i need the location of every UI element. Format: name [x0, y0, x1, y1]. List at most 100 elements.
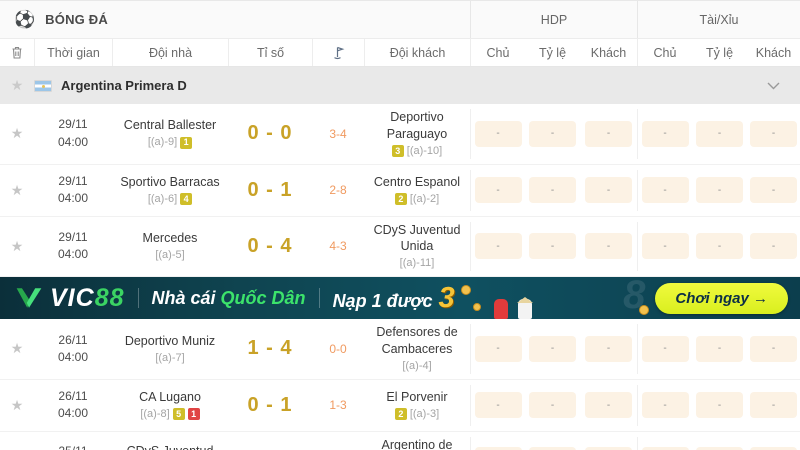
banner-artwork: 8	[455, 277, 652, 320]
odds-value[interactable]: -	[696, 120, 743, 147]
odds-value[interactable]: -	[529, 120, 576, 147]
match-datetime: 29/11 04:00	[57, 117, 89, 149]
yellow-card-badge: 2	[394, 408, 407, 421]
sport-tab-football[interactable]: ⚽ BÓNG ĐÁ	[0, 11, 470, 28]
odds-value[interactable]: -	[474, 392, 522, 419]
odds-value[interactable]: -	[750, 120, 797, 147]
odds-value[interactable]: -	[750, 392, 797, 419]
match-favorite-star-icon[interactable]: ★	[10, 125, 24, 142]
odds-value[interactable]: -	[641, 177, 689, 204]
match-row[interactable]: ★ 26/11 04:00 CA Lugano [(a)-8] 5 1 0 - 1 1…	[0, 379, 800, 432]
yellow-card-badge: 3	[391, 145, 404, 158]
odds-value[interactable]: -	[529, 233, 576, 260]
home-team-notes: [(a)-7]	[114, 351, 226, 366]
odds-value[interactable]: -	[696, 392, 743, 419]
full-time-score: 0 - 1	[247, 178, 293, 201]
ou-odds-cell: -	[692, 170, 747, 211]
odds-value[interactable]: -	[641, 335, 689, 362]
full-time-score: 0 - 0	[247, 122, 293, 145]
odds-value[interactable]: -	[641, 447, 689, 450]
delete-all-icon[interactable]	[0, 39, 34, 66]
odds-value[interactable]: -	[474, 335, 522, 362]
odds-value[interactable]: -	[529, 335, 576, 362]
odds-value[interactable]: -	[585, 177, 632, 204]
match-datetime: 26/11 04:00	[57, 332, 89, 364]
away-team-cell: Argentino de Rosario	[364, 437, 470, 450]
vic88-ad-banner[interactable]: VIC88 Nhà cái Quốc Dân Nạp 1 được 3 8 Chơ…	[0, 277, 800, 320]
odds-value[interactable]: -	[474, 233, 522, 260]
match-datetime: 29/11 04:00	[57, 173, 89, 206]
corner-flag-icon	[312, 39, 364, 66]
match-row[interactable]: ★ 29/11 04:00 Sportivo Barracas [(a)-6] 4 …	[0, 164, 800, 217]
match-favorite-star-icon[interactable]: ★	[10, 340, 24, 357]
odds-value[interactable]: -	[750, 177, 797, 204]
odds-value[interactable]: -	[641, 392, 689, 419]
odds-value[interactable]: -	[641, 120, 689, 147]
odds-value[interactable]: -	[641, 233, 689, 260]
league-favorite-star-icon[interactable]: ★	[10, 77, 24, 93]
hdp-odds-cell: -	[580, 109, 637, 159]
match-row[interactable]: ★ 29/11 04:00 Central Ballester [(a)-9] 1 …	[0, 104, 800, 165]
match-favorite-star-icon[interactable]: ★	[10, 181, 24, 198]
odds-value[interactable]: -	[750, 447, 797, 450]
yellow-card-badge: 5	[172, 408, 185, 421]
match-row[interactable]: ★ 26/11 04:00 Deportivo Muniz [(a)-7] 1 -…	[0, 319, 800, 380]
away-team-notes: [(a)-4]	[366, 359, 468, 374]
home-team-cell: Mercedes [(a)-5]	[112, 230, 228, 263]
vic88-leaf-icon	[16, 288, 42, 308]
play-now-button[interactable]: Chơi ngay →	[655, 282, 788, 314]
odds-value[interactable]: -	[750, 335, 797, 362]
home-team-name: CDyS Juventud Unida	[114, 443, 226, 450]
odds-value[interactable]: -	[585, 335, 632, 362]
odds-value[interactable]: -	[585, 120, 632, 147]
odds-value[interactable]: -	[529, 447, 576, 450]
col-score: Tỉ số	[228, 39, 312, 66]
hdp-odds-cell: -	[525, 109, 580, 159]
odds-value[interactable]: -	[585, 447, 632, 450]
full-time-score: 0 - 4	[228, 449, 312, 450]
coin-icon	[460, 285, 471, 296]
team-rank-note: [(a)-7]	[155, 351, 185, 364]
away-team-cell: Deportivo Paraguayo 3 [(a)-10]	[364, 109, 470, 159]
ou-odds-cell: -	[747, 324, 800, 374]
home-team-cell: Sportivo Barracas [(a)-6] 4	[112, 174, 228, 207]
odds-value[interactable]: -	[585, 233, 632, 260]
col-home: Đội nhà	[112, 39, 228, 66]
match-row[interactable]: ★ 29/11 04:00 Mercedes [(a)-5] 0 - 4 4-3 …	[0, 216, 800, 278]
odds-value[interactable]: -	[696, 233, 743, 260]
odds-value[interactable]: -	[696, 447, 743, 450]
hdp-odds-cell: -	[470, 109, 525, 159]
away-team-cell: CDyS Juventud Unida [(a)-11]	[364, 222, 470, 272]
away-team-notes: [(a)-11]	[366, 256, 468, 271]
ou-odds-cell: -	[637, 324, 692, 374]
away-team-notes: 2 [(a)-3]	[366, 407, 468, 422]
odds-value[interactable]: -	[529, 392, 576, 419]
column-header-row: Thời gian Đội nhà Tỉ số Đội khách Chủ Tỷ…	[0, 39, 800, 67]
coin-icon	[639, 305, 650, 316]
ou-odds-cell: -	[637, 436, 692, 450]
league-row-argentina-primera-d[interactable]: ★ Argentina Primera D	[0, 67, 800, 104]
ou-odds-cell: -	[637, 109, 692, 159]
collapse-chevron-down-icon[interactable]	[747, 82, 800, 90]
odds-value[interactable]: -	[696, 177, 743, 204]
away-team-cell: Centro Espanol 2 [(a)-2]	[364, 174, 470, 207]
odds-value[interactable]: -	[474, 447, 522, 450]
ou-odds-cell: -	[692, 222, 747, 272]
odds-value[interactable]: -	[750, 233, 797, 260]
match-favorite-star-icon[interactable]: ★	[10, 396, 24, 413]
team-rank-note: [(a)-6]	[147, 192, 178, 205]
odds-value[interactable]: -	[585, 392, 632, 419]
banner-divider	[318, 288, 320, 309]
match-favorite-star-icon[interactable]: ★	[10, 237, 24, 254]
ou-odds-cell: -	[747, 170, 800, 211]
odds-value[interactable]: -	[696, 335, 743, 362]
odds-value[interactable]: -	[474, 177, 522, 204]
team-rank-note: [(a)-11]	[399, 257, 435, 270]
team-rank-note: [(a)-9]	[147, 136, 178, 149]
odds-value[interactable]: -	[529, 177, 576, 204]
hdp-odds-cell: -	[580, 222, 637, 272]
col-ou-rate: Tỷ lệ	[705, 45, 734, 60]
odds-value[interactable]: -	[474, 120, 522, 147]
